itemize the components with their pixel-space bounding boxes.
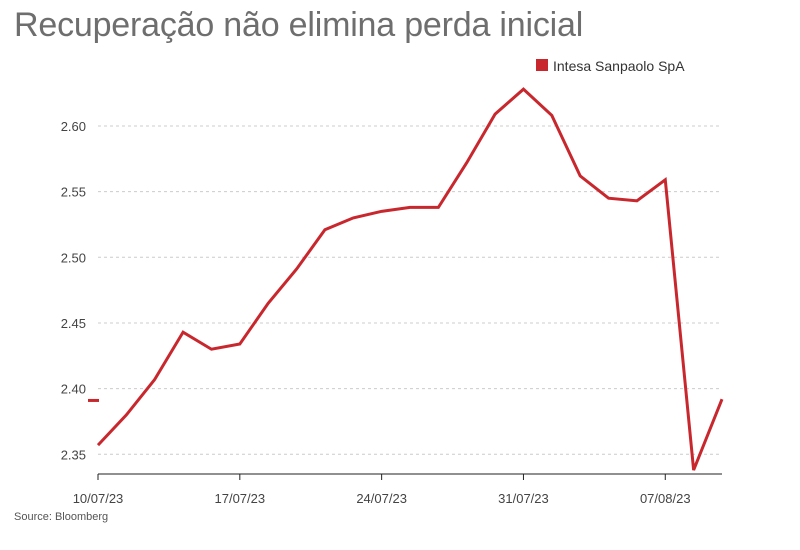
x-tick-label: 17/07/23: [215, 491, 266, 506]
y-tick-label: 2.55: [61, 185, 86, 200]
y-tick-label: 2.60: [61, 119, 86, 134]
x-axis: [97, 473, 722, 480]
chart-source: Source: Bloomberg: [14, 511, 109, 523]
y-axis-tick-labels: 2.35 2.40 2.45 2.50 2.55 2.60: [61, 119, 86, 462]
y-tick-label: 2.45: [61, 316, 86, 331]
legend-swatch: [536, 59, 548, 71]
y-tick-label: 2.40: [61, 382, 86, 397]
y-tick-label: 2.50: [61, 250, 86, 265]
legend: Intesa Sanpaolo SpA: [536, 58, 685, 74]
x-tick-label: 24/07/23: [356, 491, 407, 506]
x-tick-label: 31/07/23: [498, 491, 549, 506]
series-line-intesa-sanpaolo: [96, 87, 724, 471]
legend-label: Intesa Sanpaolo SpA: [553, 58, 685, 74]
x-tick-label: 10/07/23: [73, 491, 124, 506]
x-axis-tick-labels: 10/07/23 17/07/23 24/07/23 31/07/23 07/08/23: [73, 491, 691, 506]
x-tick-label: 07/08/23: [640, 491, 691, 506]
grid-lines: [98, 125, 722, 455]
series-lines: [96, 87, 724, 471]
chart-title: Recuperação não elimina perda inicial: [14, 6, 584, 44]
y-tick-label: 2.35: [61, 447, 86, 462]
